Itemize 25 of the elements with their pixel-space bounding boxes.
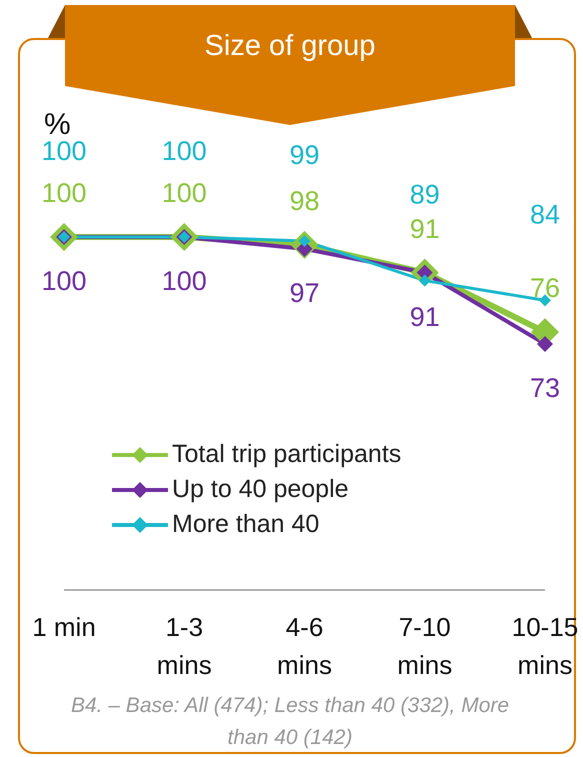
data-label: 100 [41, 178, 87, 208]
legend-label: Total trip participants [172, 440, 402, 469]
legend-label: Up to 40 people [172, 475, 349, 504]
data-label: 91 [410, 214, 440, 244]
data-label: 84 [530, 199, 560, 230]
data-label: 100 [162, 136, 207, 166]
x-tick-label: 7-10 mins [397, 612, 452, 680]
data-label: 100 [162, 178, 207, 208]
data-label: 100 [162, 266, 207, 296]
x-tick-label: 1 min [32, 612, 96, 642]
data-label: 76 [530, 273, 560, 304]
point [537, 336, 553, 352]
data-label: 98 [289, 186, 320, 216]
data-label: 100 [41, 266, 87, 296]
x-tick-label: 4-6 mins [277, 612, 332, 680]
data-label: 89 [410, 180, 440, 210]
x-tick-label: 1-3 mins [156, 612, 212, 680]
data-label: 91 [410, 302, 440, 332]
legend-label: More than 40 [172, 510, 320, 539]
text: B4. – Base: All (474); Less than 40 (332), More than 40 (142) [70, 693, 510, 751]
point [418, 274, 431, 287]
data-label: 97 [289, 278, 320, 308]
data-label: 73 [530, 373, 560, 404]
chart-title: Size of group [204, 30, 376, 63]
data-label: 99 [289, 140, 320, 170]
